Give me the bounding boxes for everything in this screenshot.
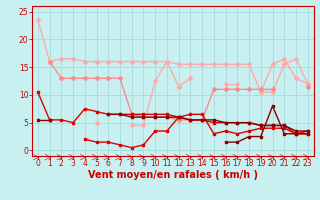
X-axis label: Vent moyen/en rafales ( km/h ): Vent moyen/en rafales ( km/h ) (88, 170, 258, 180)
